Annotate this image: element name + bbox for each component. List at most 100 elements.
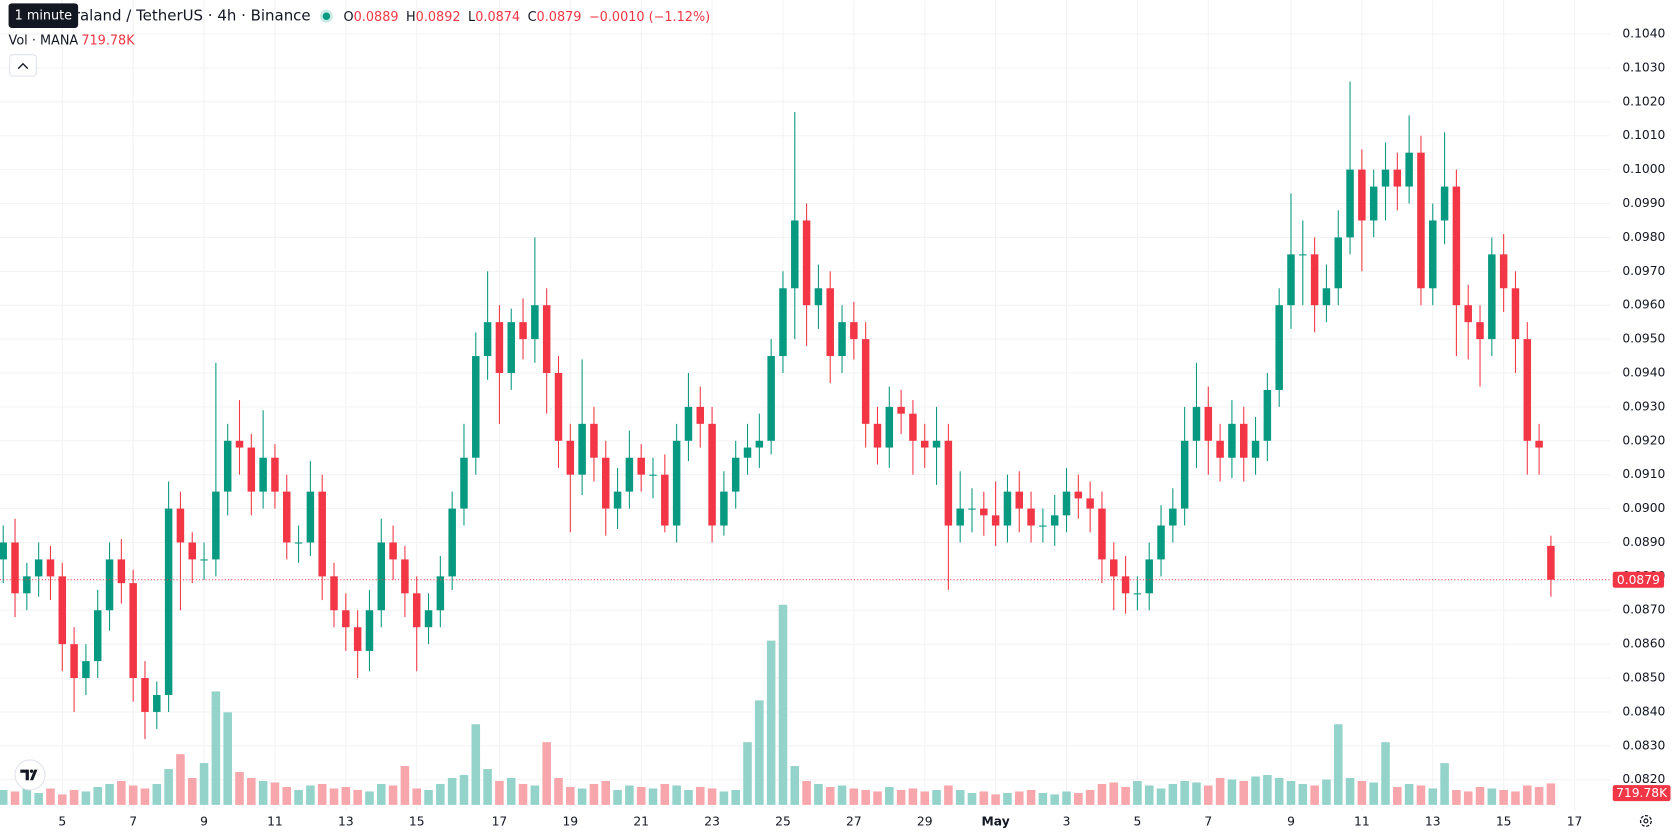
y-tick-label: 0.0890 <box>1622 535 1665 549</box>
volume-bar <box>1074 792 1083 805</box>
tooltip: 1 minute <box>15 9 73 24</box>
volume-bar <box>317 783 327 805</box>
candle-body <box>755 440 764 448</box>
candle-body <box>247 447 256 492</box>
volume-bar <box>400 766 410 805</box>
volume-bar <box>1109 782 1119 805</box>
volume-bar <box>1121 786 1130 805</box>
candle-body <box>767 356 775 441</box>
settings-button[interactable] <box>1639 814 1652 827</box>
candle-body <box>1547 545 1555 580</box>
candle-body <box>708 423 716 526</box>
candle-body <box>58 576 67 645</box>
volume-bar <box>719 791 729 805</box>
volume-bar <box>1322 779 1331 805</box>
candle-body <box>1228 423 1236 458</box>
volume-bar <box>530 785 540 805</box>
volume-bar <box>1251 776 1260 805</box>
status-dot <box>322 12 331 20</box>
x-tick-label: 5 <box>1133 815 1141 829</box>
volume-bar <box>81 791 91 805</box>
candle-body <box>70 644 78 679</box>
volume-bar <box>341 786 351 805</box>
collapse-button[interactable] <box>9 54 37 77</box>
volume-bar <box>306 785 315 805</box>
candle-body <box>980 508 988 516</box>
candle-body <box>1381 169 1390 187</box>
x-tick-label: 19 <box>562 815 578 829</box>
volume-bar <box>1204 785 1213 805</box>
x-tick-label: 25 <box>775 815 791 829</box>
candle-body <box>483 322 492 357</box>
volume-bar <box>790 766 800 805</box>
candle-body <box>861 339 870 424</box>
candle-body <box>566 440 575 475</box>
candle-body <box>1275 305 1283 390</box>
volume-bar <box>247 778 256 805</box>
candle-body <box>531 305 539 340</box>
volume-bar <box>1239 781 1249 805</box>
volume-bar <box>873 791 882 805</box>
volume-bar <box>944 785 953 805</box>
volume-bar <box>1487 788 1497 805</box>
volume-bar <box>152 783 162 805</box>
volume-bar <box>766 640 776 805</box>
x-tick-label: 7 <box>1204 815 1212 829</box>
volume-bar <box>1310 785 1319 805</box>
volume-bar <box>731 789 740 805</box>
y-tick-label: 0.1040 <box>1622 27 1665 41</box>
candle-body <box>117 559 126 584</box>
x-tick-label: 15 <box>409 815 425 829</box>
candle-body <box>212 491 220 560</box>
volume-bar <box>1369 782 1378 805</box>
candle-body <box>306 491 315 543</box>
candle-body <box>472 356 480 458</box>
volume-bar <box>885 786 894 805</box>
x-tick-label: 9 <box>1287 815 1295 829</box>
candle-body <box>1523 339 1532 441</box>
y-tick-label: 0.0840 <box>1622 704 1665 718</box>
volume-value: 719.78K <box>81 33 135 48</box>
candle-body <box>1287 254 1295 306</box>
y-tick-label: 0.1020 <box>1622 94 1665 108</box>
volume-bar <box>22 786 32 805</box>
candle-body <box>1488 254 1496 340</box>
volume-bar <box>660 783 670 805</box>
volume-bar <box>648 788 658 805</box>
ohlc-value: 0.0879 <box>537 10 582 25</box>
candle-body <box>991 515 1000 526</box>
axes: 0.1040 0.1030 0.1020 0.1010 0.1000 0.0990 0.09… <box>0 27 1671 829</box>
volume-bar <box>743 742 752 805</box>
x-tick-label: 7 <box>129 815 137 829</box>
candle-body <box>46 559 55 577</box>
volume-bar <box>140 788 150 805</box>
candle-body <box>909 413 917 441</box>
tradingview-logo[interactable] <box>14 759 46 791</box>
volume-bar <box>471 724 481 805</box>
candle-body <box>1015 491 1024 509</box>
candle-body <box>944 440 953 526</box>
ohlc-key: L <box>468 10 476 25</box>
candle-body <box>129 583 137 679</box>
candle-body <box>105 559 114 611</box>
change: −0.0010 (−1.12%) <box>589 10 710 25</box>
volume-bar <box>388 785 398 805</box>
volume-bar <box>755 700 764 805</box>
volume-bar <box>542 742 551 805</box>
candle-body <box>330 576 338 611</box>
volume-pane <box>0 604 1556 805</box>
candle-body <box>1299 254 1307 256</box>
y-tick-label: 0.0940 <box>1622 365 1665 379</box>
x-tick-label: 3 <box>1063 815 1071 829</box>
tooltip-box <box>8 3 79 28</box>
volume-title: Vol · MANA <box>9 33 79 48</box>
volume-bar <box>1381 742 1390 805</box>
candle-body <box>1110 559 1118 577</box>
candle-body <box>885 406 894 448</box>
candle-body <box>1511 288 1520 340</box>
candle-body <box>814 288 823 306</box>
volume-bar <box>176 754 185 805</box>
volume-bar <box>1227 779 1237 805</box>
y-tick-label: 0.0930 <box>1622 399 1665 413</box>
